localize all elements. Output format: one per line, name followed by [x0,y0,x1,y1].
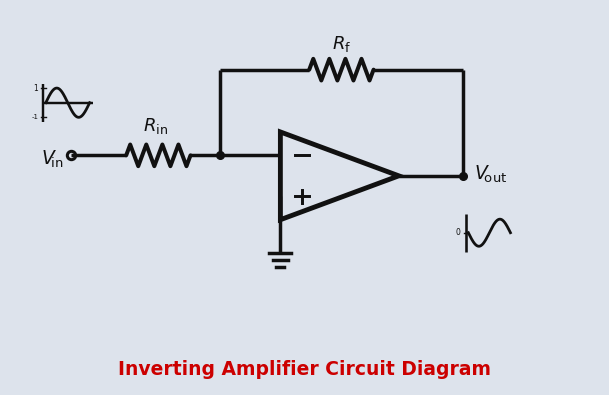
Text: $R_\mathrm{in}$: $R_\mathrm{in}$ [143,117,168,136]
Text: 0: 0 [456,228,461,237]
Text: -1: -1 [31,114,38,120]
Text: $V\!_\mathrm{out}$: $V\!_\mathrm{out}$ [474,164,507,185]
Text: Inverting Amplifier Circuit Diagram: Inverting Amplifier Circuit Diagram [118,360,491,379]
Text: $V\!_\mathrm{in}$: $V\!_\mathrm{in}$ [41,149,63,170]
Text: $R_\mathrm{f}$: $R_\mathrm{f}$ [332,34,351,55]
Text: 1: 1 [33,84,38,92]
